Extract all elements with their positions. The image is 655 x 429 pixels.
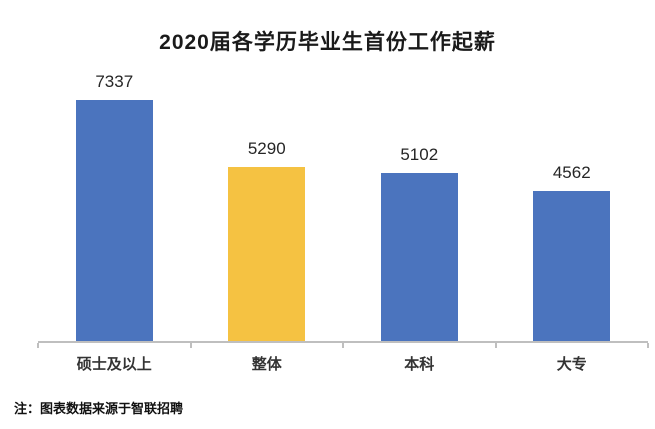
bar-value-label: 5102: [400, 145, 439, 164]
category-label-bachelor: 本科: [404, 356, 435, 373]
bar-masters-and-above: [75, 100, 153, 341]
axis-tick: [647, 343, 649, 348]
category-label-junior-college: 大专: [556, 356, 587, 373]
bar-slot-overall: 5290: [191, 140, 344, 341]
axis-tick: [342, 343, 344, 348]
axis-tick: [189, 343, 192, 348]
bar-slot-junior-college: 4562: [496, 164, 649, 341]
bar-slot-bachelor: 5102: [343, 146, 496, 341]
bar-overall: [228, 167, 306, 341]
bar-bachelor: [380, 173, 458, 341]
category-axis-labels: 硕士及以上 整体 本科 大专: [38, 353, 648, 374]
chart-title: 2020届各学历毕业生首份工作起薪: [159, 31, 496, 54]
category-label-overall: 整体: [251, 356, 282, 373]
x-axis-line: [37, 341, 649, 348]
category-label-masters-and-above: 硕士及以上: [76, 356, 152, 373]
axis-tick: [494, 343, 497, 348]
bar-value-label: 4562: [552, 163, 591, 182]
axis-tick: [37, 343, 39, 348]
bar-junior-college: [533, 191, 611, 341]
plot-area: 7337 5290 5102 4562: [38, 73, 648, 341]
bar-value-label: 7337: [95, 72, 134, 91]
source-note: 注：图表数据来源于智联招聘: [14, 401, 184, 416]
bar-slot-masters-and-above: 7337: [38, 73, 191, 341]
bar-value-label: 5290: [247, 139, 286, 158]
